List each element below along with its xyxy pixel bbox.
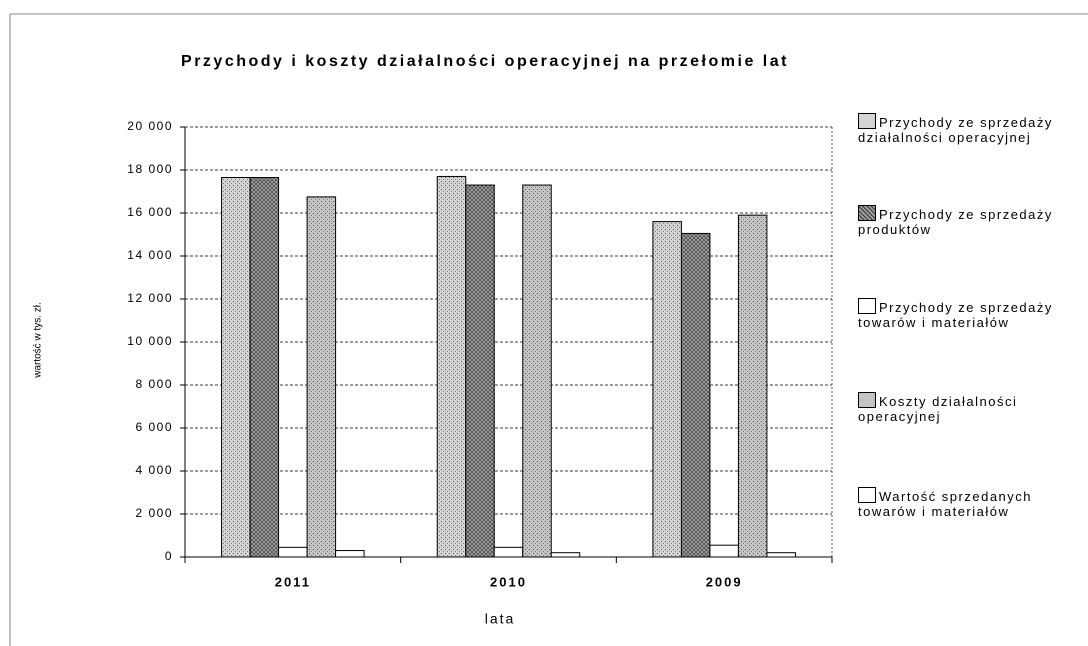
legend-item: Przychody ze sprzedaży działalności oper… <box>858 113 1086 145</box>
bar <box>335 550 365 558</box>
legend-label: Przychody ze sprzedaży towarów i materia… <box>858 300 1053 330</box>
y-axis-title: wartość w tys. zł. <box>33 302 44 379</box>
y-tick-label: 16 000 <box>127 205 173 219</box>
bar <box>522 184 552 558</box>
bar <box>550 552 581 558</box>
x-axis-title: lata <box>485 611 516 627</box>
legend-swatch <box>858 205 876 221</box>
bar <box>249 177 280 558</box>
y-tick-label: 10 000 <box>127 334 173 348</box>
legend-swatch <box>858 487 876 503</box>
legend-label: Wartość sprzedanych towarów i materiałów <box>858 489 1033 519</box>
bar <box>221 177 251 558</box>
bar <box>652 221 682 558</box>
y-tick-label: 4 000 <box>135 463 173 477</box>
bar <box>306 196 337 558</box>
bar <box>709 544 739 558</box>
legend-item: Koszty działalności operacyjnej <box>858 392 1086 424</box>
legend-item: Przychody ze sprzedaży produktów <box>858 205 1086 237</box>
chart-title: Przychody i koszty działalności operacyj… <box>181 53 789 70</box>
bar <box>680 232 711 558</box>
legend-swatch <box>858 392 876 408</box>
y-tick-label: 12 000 <box>127 291 173 305</box>
x-tick-label: 2009 <box>706 574 743 589</box>
bar <box>436 175 467 558</box>
legend-label: Koszty działalności operacyjnej <box>858 394 1018 424</box>
legend-item: Wartość sprzedanych towarów i materiałów <box>858 487 1086 519</box>
y-tick-label: 20 000 <box>127 119 173 133</box>
y-tick-label: 6 000 <box>135 420 173 434</box>
y-tick-label: 0 <box>165 549 173 563</box>
bar <box>737 214 768 558</box>
legend-label: Przychody ze sprzedaży działalności oper… <box>858 115 1053 145</box>
y-tick-label: 2 000 <box>135 506 173 520</box>
bar <box>493 546 524 558</box>
bar <box>278 546 308 558</box>
legend-label: Przychody ze sprzedaży produktów <box>858 207 1053 237</box>
x-tick-label: 2011 <box>275 574 311 589</box>
legend-swatch <box>858 298 876 314</box>
y-tick-label: 18 000 <box>127 162 173 176</box>
y-tick-label: 8 000 <box>135 377 173 391</box>
bar <box>465 184 495 558</box>
legend-item: Przychody ze sprzedaży towarów i materia… <box>858 298 1086 330</box>
y-tick-label: 14 000 <box>127 248 173 262</box>
x-tick-label: 2010 <box>490 574 527 589</box>
legend-swatch <box>858 113 876 129</box>
bar <box>766 552 796 558</box>
